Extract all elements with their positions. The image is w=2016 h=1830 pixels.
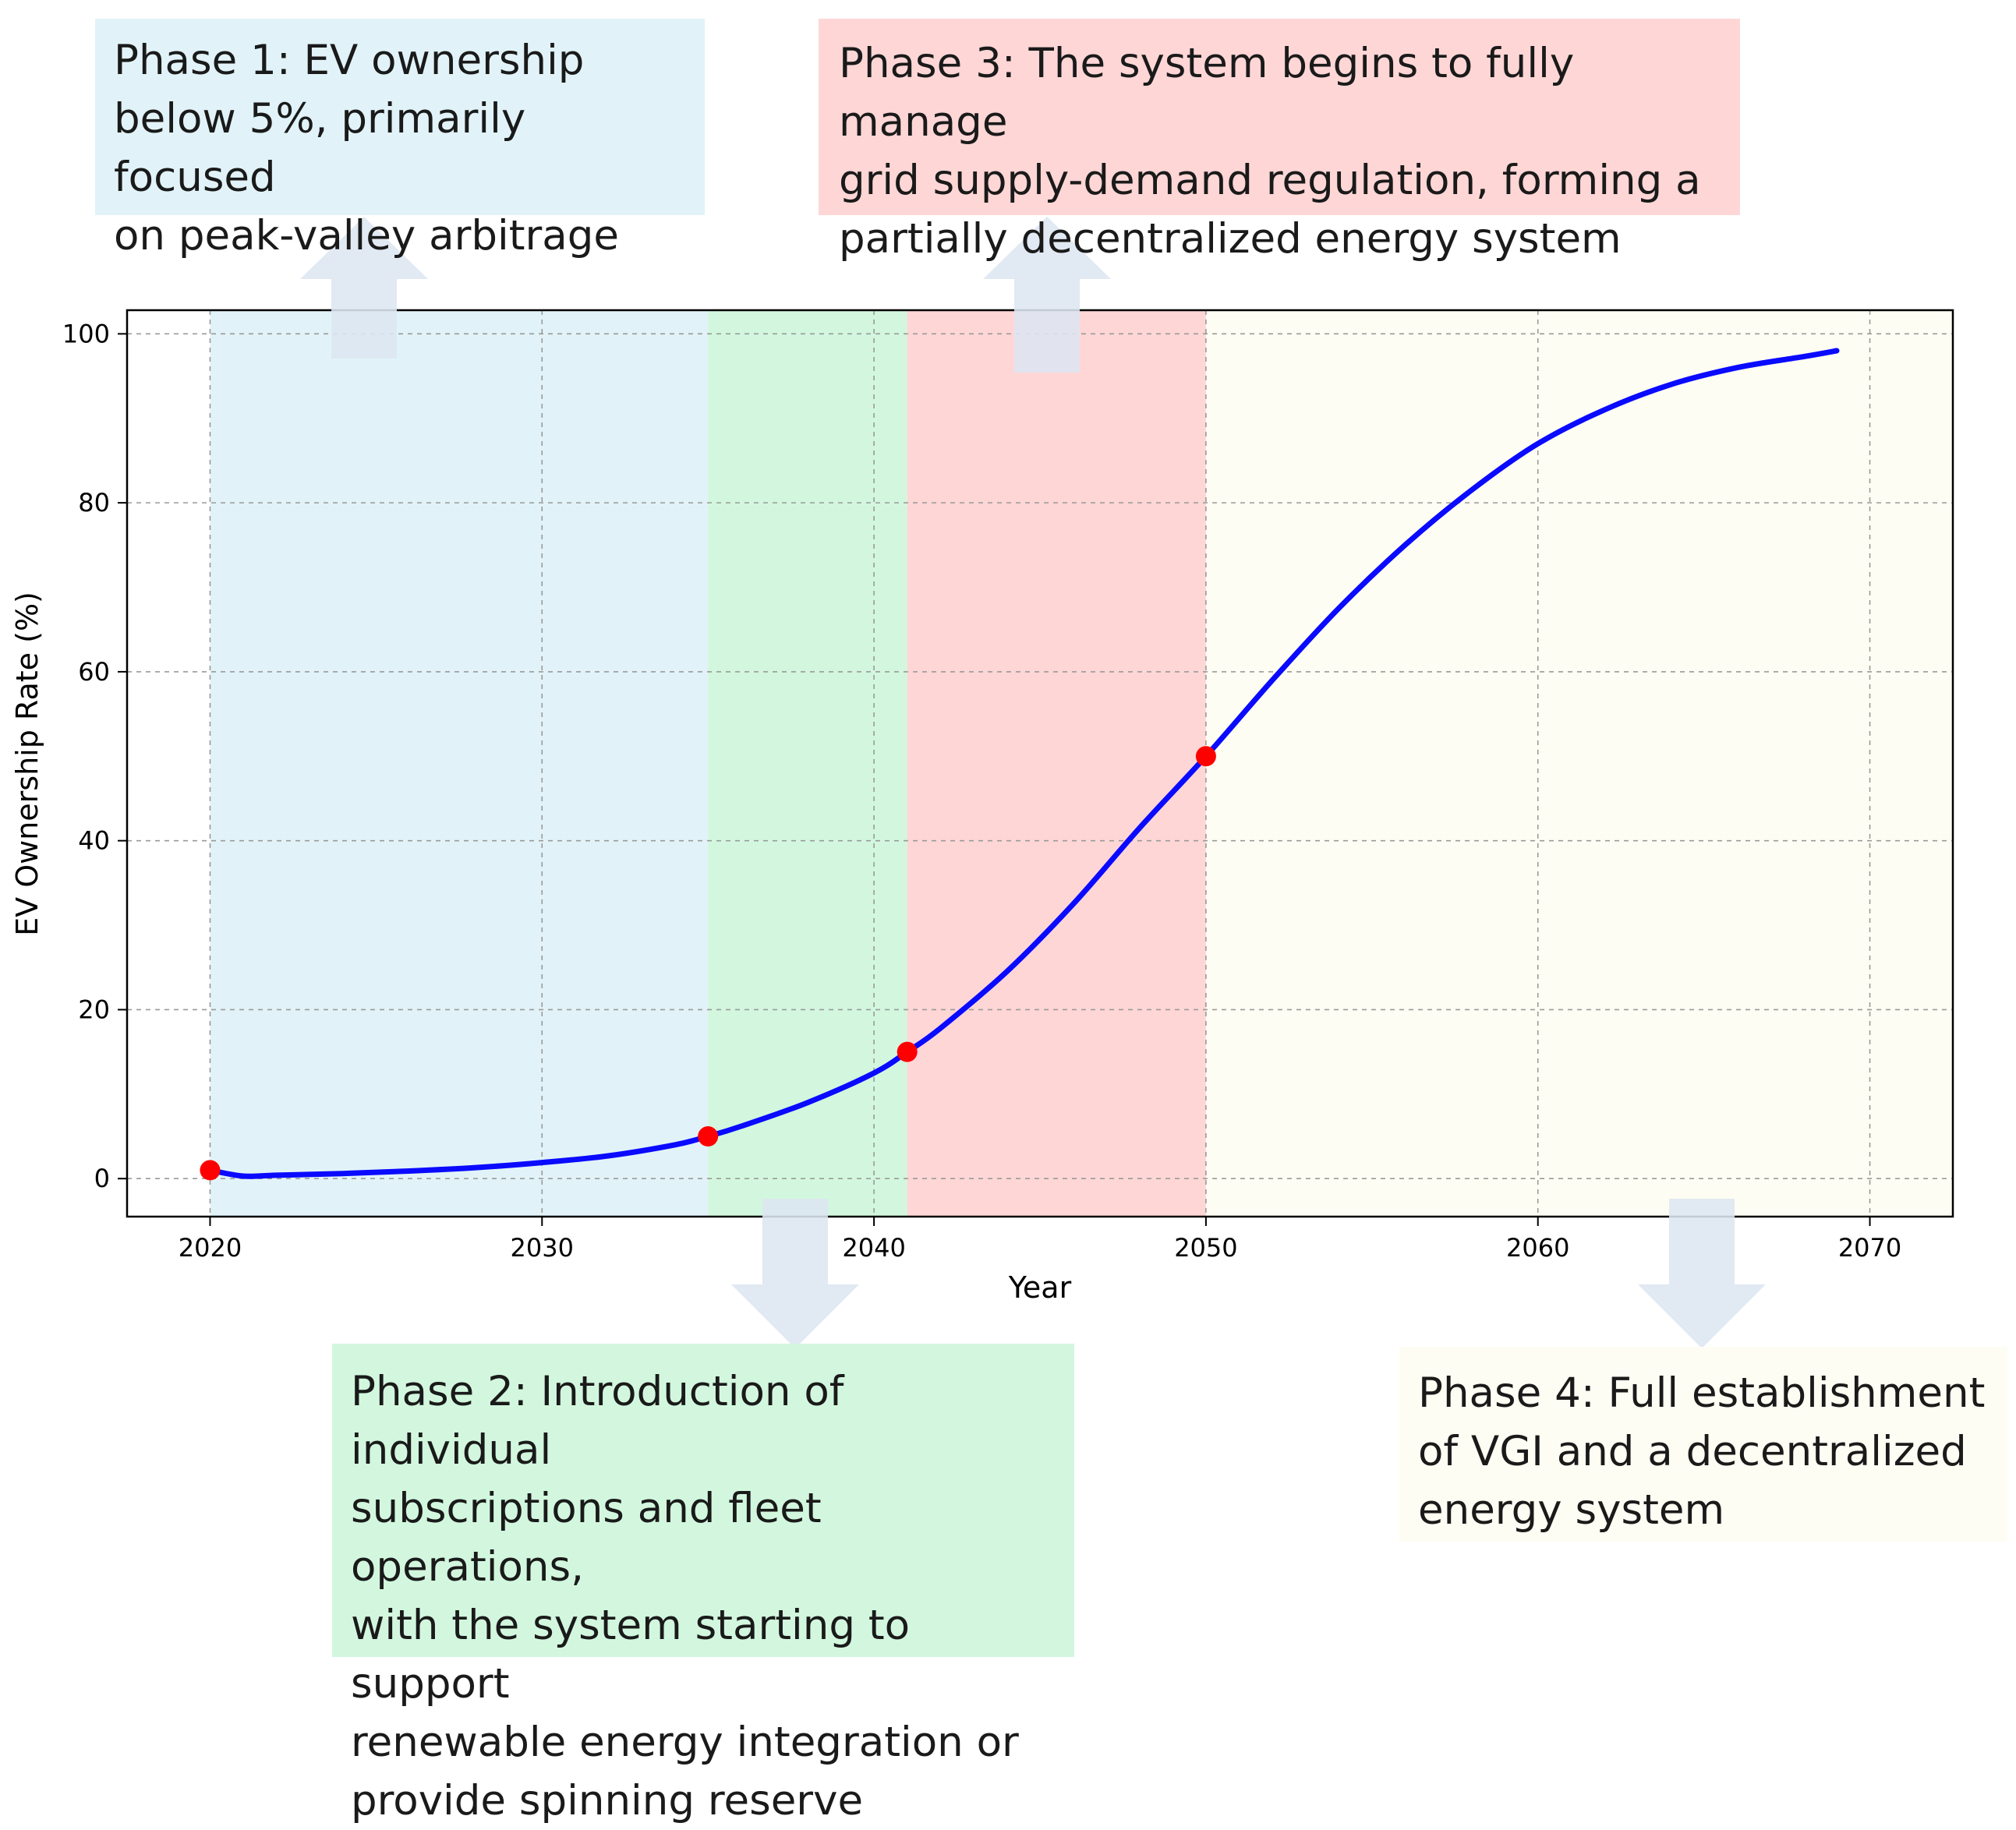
x-tick-label: 2050 xyxy=(1174,1233,1237,1263)
phase-band-1 xyxy=(210,310,709,1217)
callout-line: with the system starting to support xyxy=(351,1602,911,1708)
callout-line: grid supply-demand regulation, forming a xyxy=(839,157,1701,204)
callout-line: of VGI and a decentralized xyxy=(1418,1428,1967,1475)
phase-3-arrow-icon xyxy=(983,217,1111,373)
x-tick-label: 2020 xyxy=(179,1233,242,1263)
milestone-markers xyxy=(200,746,1216,1181)
milestone-marker xyxy=(1195,746,1216,767)
phase-1-callout: Phase 1: EV ownership below 5%, primaril… xyxy=(95,19,705,260)
phase-4-arrow-icon xyxy=(1638,1199,1766,1348)
series-line-1 xyxy=(207,348,1840,1179)
y-tick-label: 40 xyxy=(78,826,110,856)
phase-4-callout: Phase 4: Full establishment of VGI and a… xyxy=(1399,1347,2007,1542)
phase-2-callout: Phase 2: Introduction of individual subs… xyxy=(332,1344,1074,1825)
callout-line: subscriptions and fleet operations, xyxy=(351,1485,822,1591)
callout-line: partially decentralized energy system xyxy=(839,215,1622,263)
callout-line: below 5%, primarily focused xyxy=(114,95,526,201)
y-tick-label: 100 xyxy=(62,319,110,348)
milestone-marker xyxy=(200,1160,221,1181)
y-tick-label: 20 xyxy=(78,994,110,1024)
phase-band-4 xyxy=(1205,310,1953,1217)
callout-line: provide spinning reserve xyxy=(351,1777,864,1825)
callout-line: renewable energy integration or xyxy=(351,1719,1019,1766)
milestone-marker xyxy=(698,1126,719,1147)
ownership-curve xyxy=(207,348,1840,1179)
x-tick-label: 2040 xyxy=(842,1233,905,1263)
phase-1-arrow-icon xyxy=(300,217,428,359)
phase-band-2 xyxy=(708,310,907,1217)
x-tick-label: 2060 xyxy=(1506,1233,1569,1263)
y-tick-label: 0 xyxy=(94,1164,110,1193)
callout-line: energy system xyxy=(1418,1486,1725,1534)
y-tick-label: 80 xyxy=(78,488,110,518)
callout-line: Phase 4: Full establishment xyxy=(1418,1369,1986,1417)
x-tick-label: 2070 xyxy=(1838,1233,1901,1263)
y-tick-label: 60 xyxy=(78,657,110,687)
callout-line: on peak-valley arbitrage xyxy=(114,212,620,260)
callout-line: Phase 1: EV ownership xyxy=(114,37,585,84)
y-axis-label: EV Ownership Rate (%) xyxy=(10,592,44,936)
callout-line: Phase 2: Introduction of individual xyxy=(351,1368,844,1474)
phase-arrows xyxy=(300,217,1766,1348)
x-axis-label: Year xyxy=(1008,1270,1072,1305)
milestone-marker xyxy=(897,1041,918,1062)
callout-line: Phase 3: The system begins to fully mana… xyxy=(839,40,1575,146)
phase-band-3 xyxy=(907,310,1206,1217)
phase-bands xyxy=(210,310,1953,1217)
x-tick-label: 2030 xyxy=(511,1233,574,1263)
phase-2-arrow-icon xyxy=(731,1199,859,1348)
phase-3-callout: Phase 3: The system begins to fully mana… xyxy=(819,19,1740,263)
